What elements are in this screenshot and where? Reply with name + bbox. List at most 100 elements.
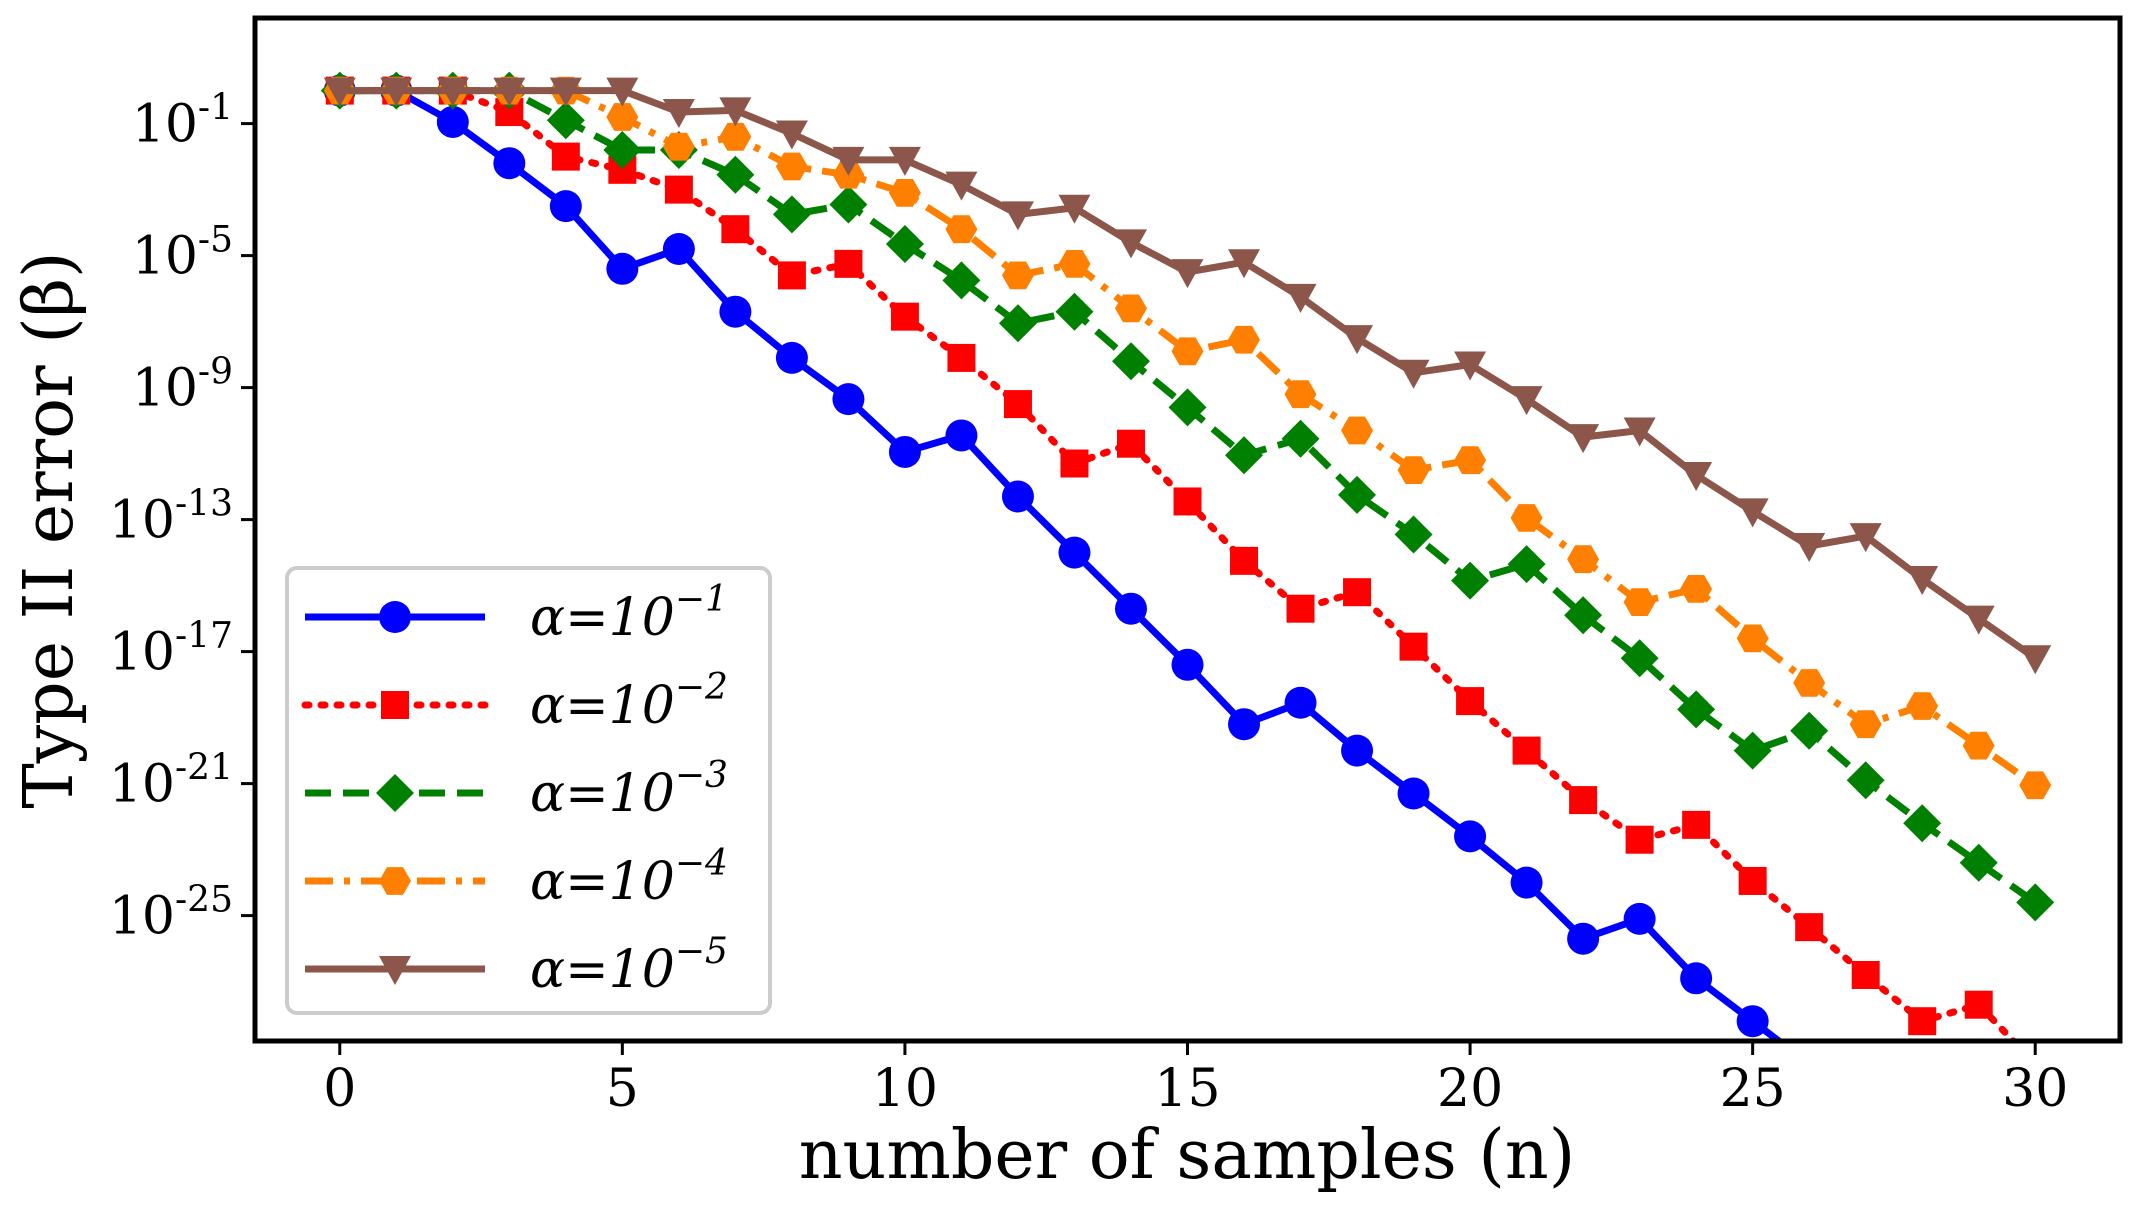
data-point xyxy=(1507,545,1546,584)
data-point xyxy=(945,171,978,201)
legend-label: α=10−1 xyxy=(530,579,728,648)
x-tick-label: 30 xyxy=(2002,1059,2068,1119)
data-point xyxy=(1284,380,1317,409)
data-point xyxy=(1620,639,1659,678)
data-point xyxy=(1451,561,1490,600)
data-point xyxy=(664,175,693,204)
data-point xyxy=(2019,771,2052,800)
data-point xyxy=(1341,734,1374,767)
series-layer xyxy=(320,71,2055,1199)
series-2 xyxy=(325,76,2019,1041)
data-point xyxy=(834,249,863,278)
legend-item-5: α=10−5 xyxy=(305,931,728,1000)
data-point xyxy=(1116,429,1145,458)
data-point xyxy=(1281,419,1320,458)
data-point xyxy=(1228,249,1261,279)
data-point xyxy=(888,435,921,468)
data-point xyxy=(2019,1144,2051,1176)
data-point xyxy=(1456,687,1485,716)
legend-marker xyxy=(381,691,409,719)
data-point xyxy=(777,261,806,290)
data-point xyxy=(1171,648,1204,681)
data-point xyxy=(549,190,582,223)
data-point xyxy=(1510,866,1543,899)
data-point xyxy=(1115,294,1147,323)
data-point xyxy=(1002,261,1034,290)
data-point xyxy=(1903,804,1942,843)
y-axis-ticks: 10-1 10-5 10-9 10-13 10-17 10-21 10-25 xyxy=(109,88,255,947)
data-point xyxy=(1171,337,1204,366)
data-point xyxy=(1682,810,1711,839)
data-point xyxy=(888,179,921,207)
data-point xyxy=(1680,462,1713,492)
data-point xyxy=(1343,578,1372,607)
data-point xyxy=(945,215,978,244)
data-point xyxy=(1114,592,1147,625)
legend-label: α=10−4 xyxy=(530,843,728,912)
data-point xyxy=(1959,843,1998,882)
data-point xyxy=(1397,359,1430,389)
data-point xyxy=(721,215,750,244)
data-point xyxy=(603,131,642,169)
data-point xyxy=(1284,283,1317,313)
data-point xyxy=(1111,342,1150,381)
data-point xyxy=(551,142,580,171)
data-point xyxy=(606,103,639,131)
data-point xyxy=(436,77,469,107)
data-point xyxy=(380,77,413,107)
data-point xyxy=(1510,386,1543,416)
data-point xyxy=(1962,731,1995,760)
y-tick-label: 10-21 xyxy=(109,748,233,815)
data-point xyxy=(998,304,1037,343)
data-point xyxy=(1512,736,1541,765)
data-point xyxy=(606,77,639,107)
data-point xyxy=(1625,825,1654,854)
data-point xyxy=(1738,866,1767,895)
data-point xyxy=(1060,449,1089,478)
legend-item-1: α=10−1 xyxy=(305,579,728,648)
data-point xyxy=(885,225,924,264)
legend-item-4: α=10−4 xyxy=(305,843,728,912)
data-point xyxy=(2019,645,2052,675)
data-point xyxy=(1623,902,1656,935)
data-point xyxy=(1850,1089,1882,1121)
data-point xyxy=(1962,605,1995,635)
data-point xyxy=(1964,990,1993,1019)
y-tick-label: 10-9 xyxy=(132,352,233,419)
data-point xyxy=(1795,913,1824,942)
data-point xyxy=(1003,390,1032,419)
data-point xyxy=(1849,710,1882,739)
data-point xyxy=(1454,351,1487,381)
data-point xyxy=(1341,325,1374,355)
data-point xyxy=(947,343,976,372)
data-point xyxy=(1001,480,1034,513)
data-point xyxy=(1284,686,1317,719)
data-point xyxy=(1623,588,1656,616)
data-point xyxy=(1567,424,1600,454)
data-point xyxy=(2016,883,2055,922)
data-point xyxy=(1963,1167,1995,1199)
data-point xyxy=(1736,624,1769,653)
legend-label: α=10−5 xyxy=(530,931,728,1000)
data-point xyxy=(323,77,356,107)
data-point xyxy=(772,195,811,234)
data-point xyxy=(493,77,526,107)
legend-label: α=10−3 xyxy=(530,755,728,824)
data-point xyxy=(1171,259,1204,289)
legend-box xyxy=(285,566,772,1015)
data-point xyxy=(436,105,469,138)
data-point xyxy=(1906,566,1939,595)
legend-marker xyxy=(379,867,411,895)
data-point xyxy=(1510,504,1543,532)
data-point xyxy=(606,252,639,285)
data-point xyxy=(1736,498,1769,528)
data-point xyxy=(719,122,752,151)
legend-item-2: α=10−2 xyxy=(301,667,728,736)
data-point xyxy=(1849,523,1882,553)
x-tick-label: 5 xyxy=(606,1059,639,1119)
data-point xyxy=(832,383,865,416)
data-point xyxy=(942,261,981,300)
x-tick-label: 20 xyxy=(1437,1059,1503,1119)
legend-item-3: α=10−3 xyxy=(305,755,728,824)
